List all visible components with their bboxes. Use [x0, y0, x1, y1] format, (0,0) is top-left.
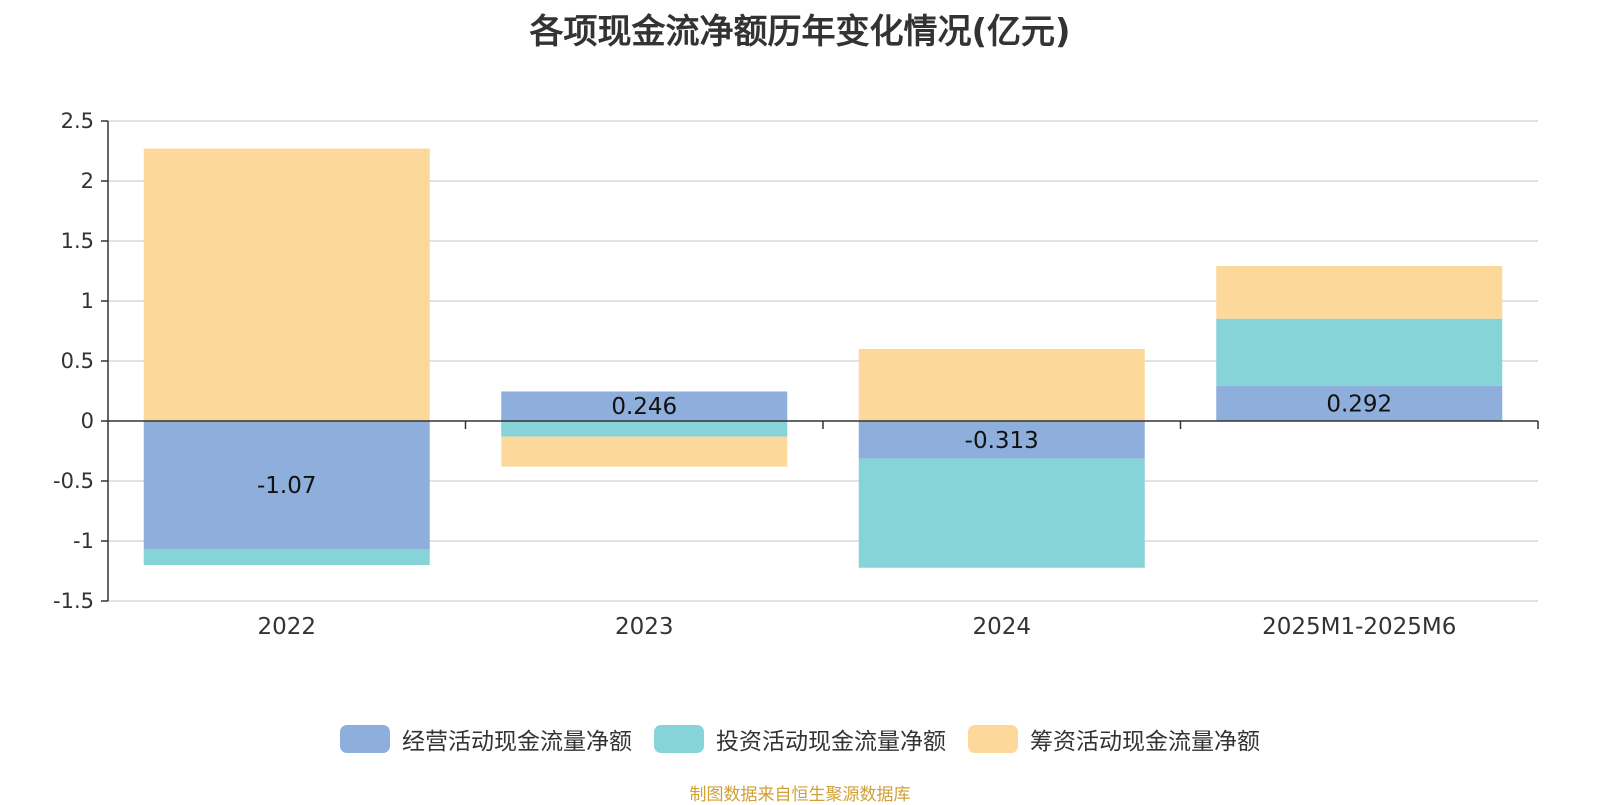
source-note: 制图数据来自恒生聚源数据库 — [689, 785, 911, 805]
bar-series — [143, 148, 1503, 568]
data-label-2025M1-2025M6: 0.292 — [1326, 391, 1392, 417]
y-tick-label: -0.5 — [53, 469, 94, 493]
y-tick-label: 2.5 — [61, 109, 94, 133]
x-tick-label: 2025M1-2025M6 — [1262, 614, 1456, 640]
bar-series-0-2023[interactable] — [501, 391, 788, 421]
legend-label-investing: 投资活动现金流量净额 — [716, 729, 946, 755]
y-tick-label: 2 — [81, 169, 94, 193]
bar-series-2-2024[interactable] — [858, 349, 1145, 421]
legend-label-operating: 经营活动现金流量净额 — [402, 729, 632, 755]
chart-title: 各项现金流净额历年变化情况(亿元) — [529, 12, 1071, 52]
bar-series-1-2025M1-2025M6[interactable] — [1216, 318, 1503, 386]
bar-series-2-2023[interactable] — [501, 436, 788, 467]
data-label-2024: -0.313 — [965, 428, 1039, 454]
bar-series-0-2022[interactable] — [143, 421, 430, 550]
y-tick-label: 1.5 — [61, 229, 94, 253]
x-tick-label: 2024 — [972, 614, 1031, 640]
y-tick-label: -1.5 — [53, 589, 94, 613]
bar-series-0-2025M1-2025M6[interactable] — [1216, 385, 1503, 421]
y-tick-label: 1 — [81, 289, 94, 313]
data-label-2022: -1.07 — [257, 473, 317, 499]
y-tick-label: 0 — [81, 409, 94, 433]
bar-series-0-2024[interactable] — [858, 421, 1145, 459]
x-tick-label: 2022 — [257, 614, 316, 640]
x-tick-label: 2023 — [615, 614, 674, 640]
legend-item-operating[interactable]: 经营活动现金流量净额 — [340, 722, 632, 756]
y-tick-label: 0.5 — [61, 349, 94, 373]
legend: 经营活动现金流量净额 投资活动现金流量净额 筹资活动现金流量净额 — [0, 722, 1600, 756]
legend-item-financing[interactable]: 筹资活动现金流量净额 — [968, 722, 1260, 756]
bar-series-2-2025M1-2025M6[interactable] — [1216, 265, 1503, 319]
legend-label-financing: 筹资活动现金流量净额 — [1030, 729, 1260, 755]
bar-series-2-2022[interactable] — [143, 148, 430, 421]
legend-swatch-financing — [968, 725, 1018, 753]
bar-series-1-2023[interactable] — [501, 421, 788, 437]
data-labels: -1.07 0.246 -0.313 0.292 — [257, 391, 1392, 499]
data-label-2023: 0.246 — [611, 394, 677, 420]
legend-swatch-investing — [654, 725, 704, 753]
bar-series-1-2022[interactable] — [143, 549, 430, 565]
axes: 2.5 2 1.5 1 0.5 0 -0.5 -1 -1.5 2022 2023 2024 2025M1… — [53, 109, 1539, 640]
legend-swatch-operating — [340, 725, 390, 753]
y-tick-label: -1 — [73, 529, 94, 553]
legend-item-investing[interactable]: 投资活动现金流量净额 — [654, 722, 946, 756]
bar-series-1-2024[interactable] — [858, 458, 1145, 568]
